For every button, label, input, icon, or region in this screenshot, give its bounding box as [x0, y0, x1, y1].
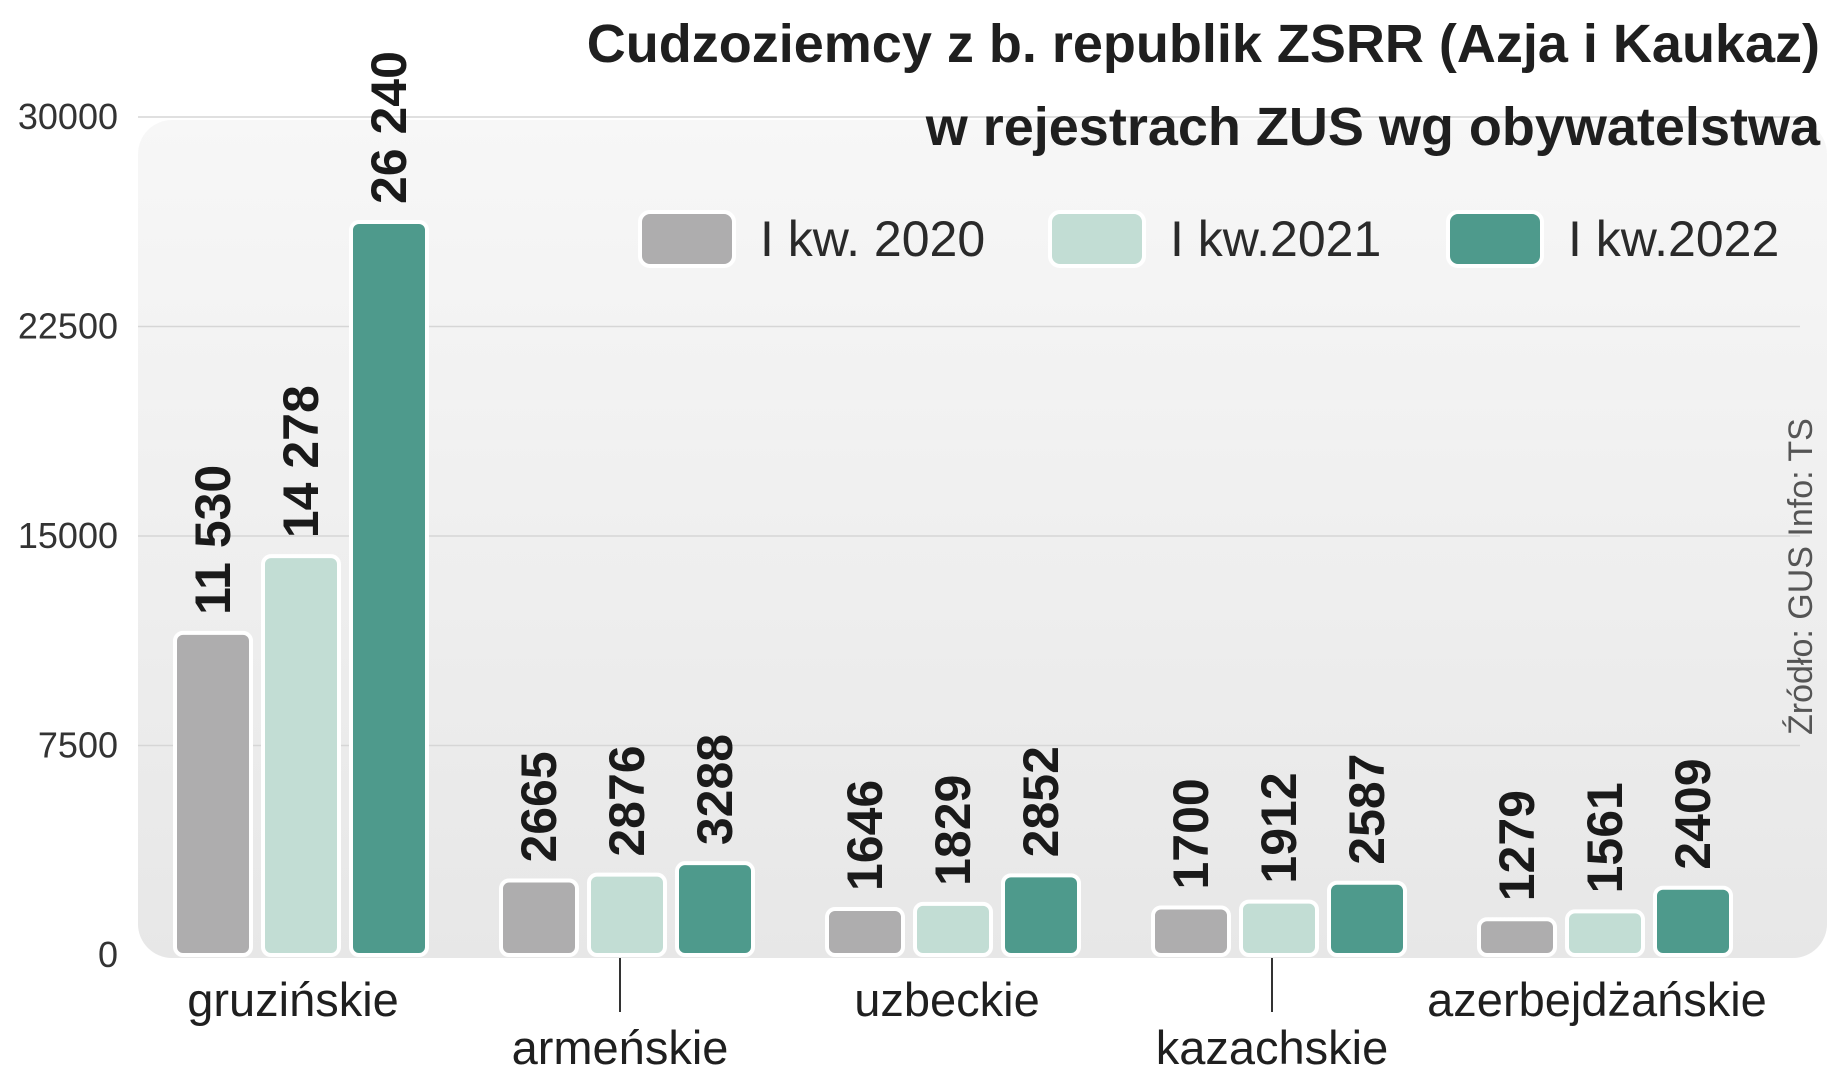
category-labels: gruzińskie armeńskie uzbeckie kazachskie aze… [187, 958, 1767, 1074]
y-axis-ticks: 0 7500 15000 22500 30000 [18, 96, 118, 975]
bar [261, 554, 341, 957]
bar [173, 630, 253, 957]
bar [1477, 917, 1557, 957]
legend-label: I kw.2021 [1170, 211, 1381, 267]
data-label: 1912 [1251, 772, 1307, 883]
category-label: azerbejdżańskie [1427, 973, 1767, 1026]
bar [1565, 909, 1645, 957]
bar [675, 861, 755, 958]
legend-item: I kw. 2020 [638, 210, 985, 268]
value-labels: 11 530 14 278 26 240 2665 2876 3288 1646 1829 28… [185, 51, 1721, 901]
legend-item: I kw.2022 [1446, 210, 1779, 268]
chart-title-line-2: w rejestrach ZUS wg obywatelstwa [925, 97, 1821, 157]
bar [825, 907, 905, 957]
y-tick-label: 7500 [38, 725, 118, 766]
bar [1151, 905, 1231, 957]
legend-swatch [1446, 210, 1544, 268]
y-tick-label: 30000 [18, 96, 118, 137]
data-label: 14 278 [273, 385, 329, 538]
data-label: 1279 [1489, 790, 1545, 901]
bar [1239, 899, 1319, 958]
source-note: Źródło: GUS Info: TS [1782, 418, 1820, 735]
data-label: 26 240 [361, 51, 417, 204]
bar [1653, 885, 1733, 958]
bars [173, 220, 1733, 958]
plot-background [138, 120, 1827, 958]
y-tick-label: 22500 [18, 306, 118, 347]
data-label: 1700 [1163, 778, 1219, 889]
category-label: uzbeckie [854, 973, 1040, 1026]
chart-title-line-1: Cudzoziemcy z b. republik ZSRR (Azja i K… [587, 14, 1820, 74]
data-label: 2876 [599, 745, 655, 856]
bar [1001, 873, 1081, 957]
data-label: 1561 [1577, 782, 1633, 893]
legend-label: I kw. 2020 [760, 211, 985, 267]
data-label: 2852 [1013, 746, 1069, 857]
category-label: kazachskie [1156, 1021, 1389, 1074]
category-label: armeńskie [512, 1021, 729, 1074]
y-tick-label: 15000 [18, 515, 118, 556]
bar [349, 220, 429, 957]
legend-swatch [638, 210, 736, 268]
bar [1327, 880, 1407, 957]
legend: I kw. 2020 I kw.2021 I kw.2022 [638, 210, 1779, 268]
bar [499, 878, 579, 958]
data-label: 1646 [837, 780, 893, 891]
legend-label: I kw.2022 [1568, 211, 1779, 267]
category-label: gruzińskie [187, 973, 399, 1026]
data-label: 2409 [1665, 758, 1721, 869]
legend-item: I kw.2021 [1048, 210, 1381, 268]
data-label: 2665 [511, 751, 567, 862]
bar [587, 872, 667, 958]
data-label: 3288 [687, 734, 743, 845]
data-label: 2587 [1339, 754, 1395, 865]
legend-swatch [1048, 210, 1146, 268]
bar [913, 901, 993, 957]
y-tick-label: 0 [98, 934, 118, 975]
data-label: 11 530 [185, 465, 241, 615]
data-label: 1829 [925, 775, 981, 886]
